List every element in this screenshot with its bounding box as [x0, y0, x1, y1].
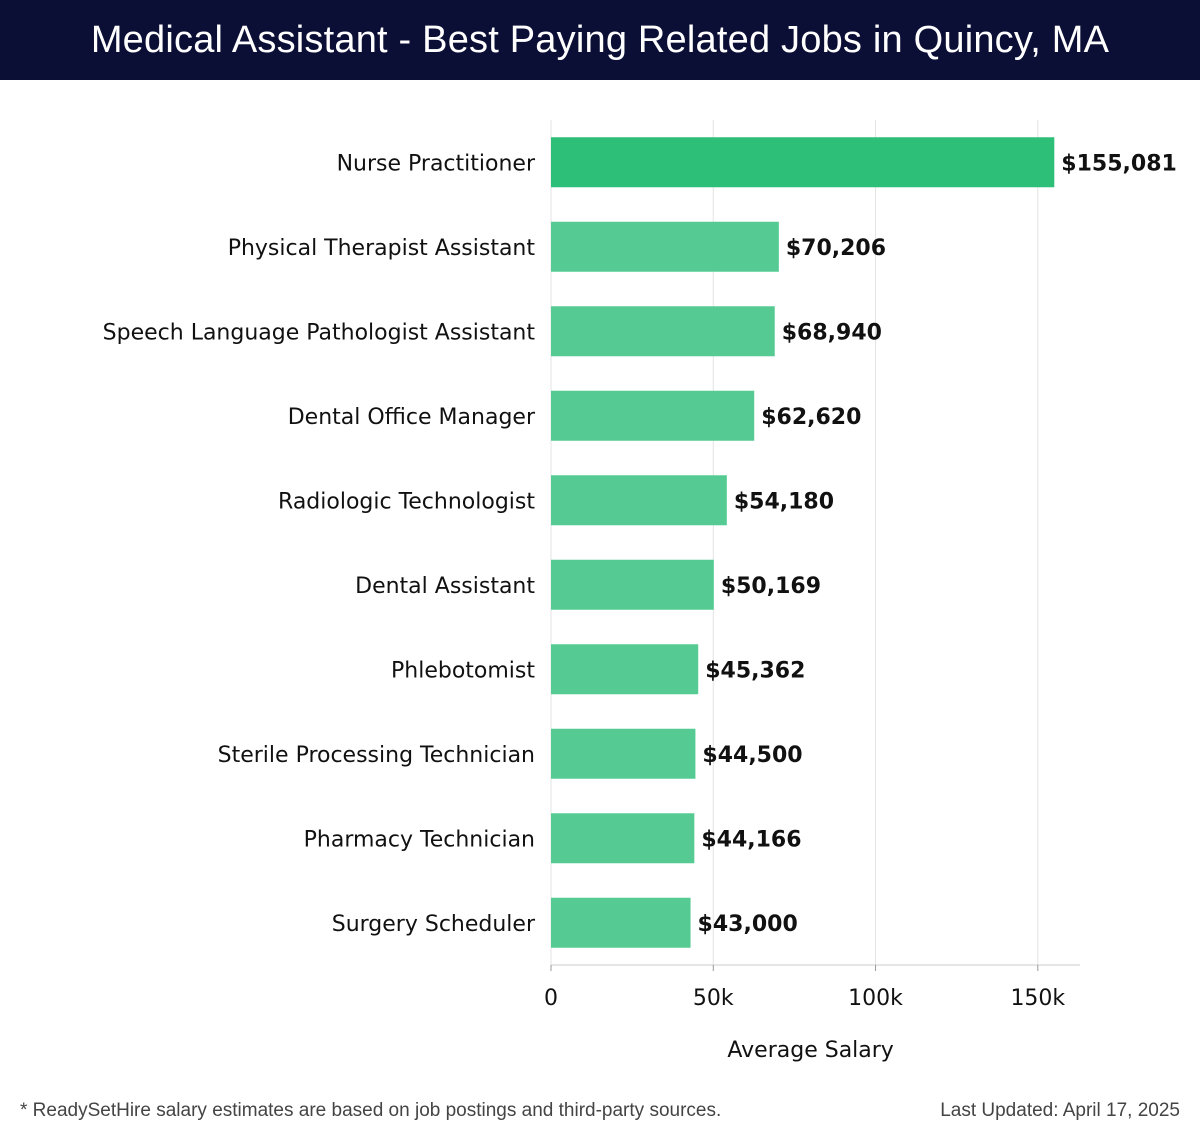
last-updated: Last Updated: April 17, 2025 [940, 1100, 1180, 1121]
x-tick-label: 0 [544, 986, 558, 1011]
category-label: Sterile Processing Technician [218, 743, 535, 768]
bar [551, 728, 696, 779]
value-label: $43,000 [698, 912, 798, 937]
value-label: $44,500 [702, 743, 802, 768]
x-tick-label: 100k [848, 986, 903, 1011]
category-label: Speech Language Pathologist Assistant [103, 320, 536, 345]
category-label: Radiologic Technologist [278, 489, 535, 514]
bar [551, 137, 1055, 188]
category-label: Nurse Practitioner [337, 151, 536, 176]
value-label: $62,620 [761, 405, 861, 430]
footer-note: * ReadySetHire salary estimates are base… [20, 1100, 722, 1121]
value-label: $50,169 [721, 574, 821, 599]
bar [551, 897, 691, 948]
bar [551, 813, 695, 864]
bar [551, 475, 727, 526]
bar [551, 559, 714, 610]
bar [551, 221, 779, 272]
category-label: Dental Office Manager [288, 405, 536, 430]
x-axis-title: Average Salary [727, 1038, 893, 1063]
bar [551, 306, 775, 357]
category-label: Phlebotomist [391, 658, 535, 683]
title-bar: Medical Assistant - Best Paying Related … [0, 0, 1200, 80]
x-tick-label: 50k [693, 986, 734, 1011]
value-label: $44,166 [701, 827, 801, 852]
category-label: Physical Therapist Assistant [228, 236, 536, 261]
value-label: $54,180 [734, 489, 834, 514]
bar [551, 644, 699, 695]
category-label: Pharmacy Technician [304, 827, 535, 852]
value-label: $70,206 [786, 236, 886, 261]
x-tick-label: 150k [1010, 986, 1065, 1011]
salary-bar-chart: 0 50k 100k 150k Nurse Practitioner $155,081 Ph… [103, 120, 1177, 1063]
category-label: Dental Assistant [355, 574, 535, 599]
value-label: $45,362 [705, 658, 805, 683]
value-label: $155,081 [1061, 151, 1177, 176]
page-title: Medical Assistant - Best Paying Related … [90, 18, 1110, 61]
bar [551, 390, 755, 441]
category-label: Surgery Scheduler [332, 912, 536, 937]
value-label: $68,940 [782, 320, 882, 345]
